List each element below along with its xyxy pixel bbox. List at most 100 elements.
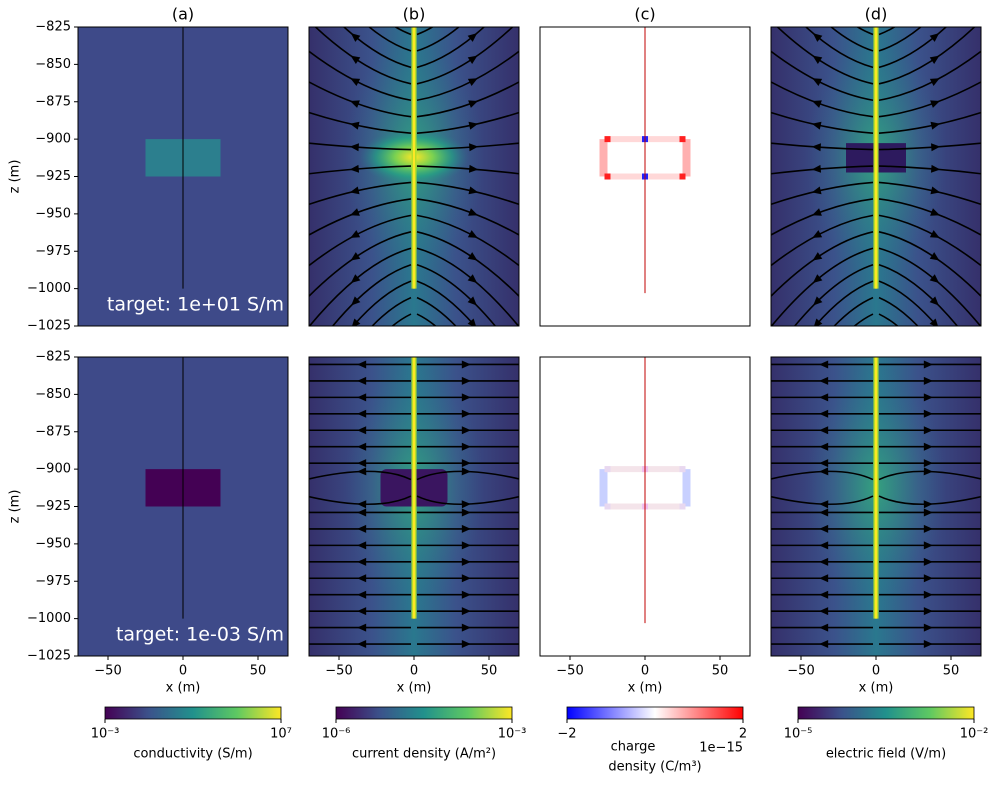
streamline	[878, 181, 981, 206]
arrow	[357, 360, 367, 369]
colorbar-label: conductivity (S/m)	[133, 747, 252, 762]
streamline	[878, 165, 981, 175]
arrow	[923, 360, 933, 369]
y-tick-label: −1000	[27, 281, 71, 296]
arrow	[357, 590, 367, 599]
panel: (b)	[308, 5, 520, 353]
x-tick-label: 50	[481, 664, 498, 679]
arrow	[819, 426, 829, 435]
colorbar-tick-label: 2	[739, 727, 747, 742]
arrow	[811, 186, 822, 195]
charge	[679, 466, 686, 473]
arrow	[357, 409, 367, 418]
streamline	[853, 313, 874, 326]
panel-content	[771, 357, 981, 656]
arrow	[929, 55, 940, 64]
streamline	[878, 296, 919, 326]
charge	[679, 136, 686, 143]
arrow	[468, 8, 480, 20]
y-tick-label: −875	[35, 94, 71, 109]
y-tick-label: −900	[35, 462, 71, 477]
arrow	[350, 100, 360, 108]
y-axis-label: z (m)	[8, 490, 23, 524]
arrow	[819, 508, 829, 517]
streamline	[771, 165, 874, 175]
streamline	[416, 111, 519, 134]
streamline	[416, 81, 519, 118]
y-axis-label: z (m)	[8, 160, 23, 194]
arrow	[350, 208, 360, 216]
streamline	[309, 165, 412, 175]
charge	[599, 469, 608, 507]
arrow	[929, 230, 940, 238]
streamline	[416, 263, 497, 326]
streamline	[793, 263, 874, 326]
arrow	[819, 376, 829, 385]
arrow	[468, 208, 478, 216]
charge	[604, 136, 611, 143]
streamline	[878, 81, 981, 118]
streamline	[771, 181, 874, 206]
arrow	[461, 607, 471, 616]
arrow	[923, 541, 933, 550]
streamline	[771, 50, 874, 102]
arrow	[923, 623, 933, 632]
panel-content	[78, 357, 288, 656]
panel-content	[540, 357, 750, 656]
arrow	[461, 459, 471, 468]
colorbar-gradient	[797, 706, 975, 720]
streamline	[416, 27, 514, 85]
panel: −50 0 50 x (m)	[308, 356, 520, 696]
arrow	[350, 55, 361, 64]
arrow	[357, 574, 367, 583]
y-tick-label: −1000	[27, 611, 71, 626]
panel-content	[771, 27, 981, 326]
frame	[770, 26, 982, 327]
colorbar-label: electric field (V/m)	[826, 747, 946, 762]
panel-content	[78, 27, 288, 326]
arrow	[929, 252, 940, 261]
arrow	[349, 143, 359, 152]
streamline	[309, 81, 412, 118]
x-tick-label: 50	[250, 664, 267, 679]
streamline	[416, 50, 519, 102]
streamline	[771, 81, 874, 118]
x-tick-label: 0	[872, 664, 880, 679]
arrow	[819, 607, 829, 616]
panel-title: (b)	[403, 5, 426, 24]
arrow	[930, 164, 941, 173]
arrow	[819, 393, 829, 402]
streamline	[416, 198, 519, 236]
arrow	[930, 208, 940, 216]
charge	[679, 503, 686, 510]
arrow	[923, 376, 933, 385]
arrow	[349, 341, 361, 353]
colorbar-gradient	[104, 706, 282, 720]
arrow	[923, 467, 933, 476]
arrow	[923, 393, 933, 402]
arrow	[461, 442, 471, 451]
streamline	[878, 142, 981, 151]
streamline	[771, 495, 874, 505]
arrow	[461, 524, 471, 533]
streamline	[830, 27, 874, 52]
streamline	[331, 263, 412, 326]
streamline	[309, 495, 412, 505]
streamline	[771, 214, 874, 267]
arrow	[819, 442, 829, 451]
panel: (d)	[770, 5, 982, 327]
arrow	[349, 164, 360, 173]
x-tick-label: 0	[641, 664, 649, 679]
x-tick-label: 50	[712, 664, 729, 679]
arrow	[357, 393, 367, 402]
arrow	[813, 296, 823, 306]
streamline	[814, 280, 874, 326]
arrow	[923, 500, 933, 509]
streamline	[368, 27, 412, 52]
arrow	[461, 426, 471, 435]
arrow	[468, 100, 478, 108]
arrow	[929, 33, 940, 42]
y-tick-label: −925	[35, 499, 71, 514]
arrow	[819, 574, 829, 583]
streamline	[391, 313, 412, 326]
